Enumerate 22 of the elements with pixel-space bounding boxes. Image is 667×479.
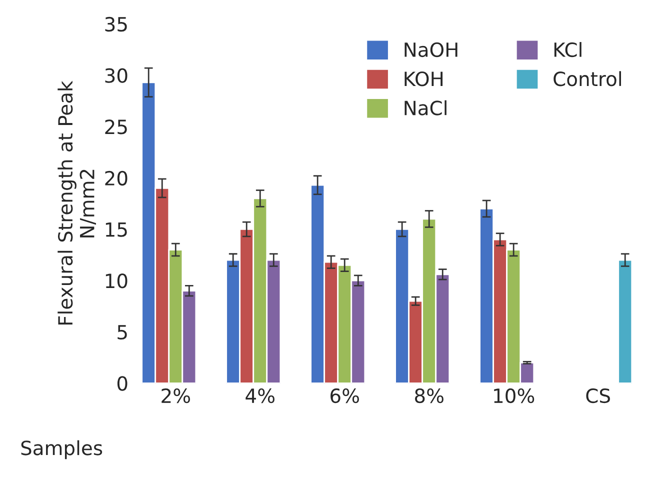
legend-label: KOH [404, 72, 443, 86]
y-tick-label: 10 [106, 274, 128, 288]
y-tick-label: 35 [105, 16, 127, 32]
y-tick-label: 20 [105, 170, 128, 186]
y-tick-label: 30 [105, 68, 128, 83]
y-axis-title: Flexural Strength at Peak N/mm2 [58, 80, 96, 325]
x-axis-title: Samples [21, 440, 102, 460]
legend-label: KCl [554, 42, 582, 58]
x-tick-label: 6% [330, 388, 359, 404]
bar [618, 259, 633, 384]
legend-label: Control [554, 71, 621, 86]
x-tick-label: 8% [415, 388, 444, 404]
y-tick-label: 5 [118, 325, 127, 340]
x-tick-label: 2% [162, 388, 190, 404]
x-tick-label: 10% [494, 388, 534, 404]
y-tick-label: 25 [105, 120, 127, 134]
x-tick-label: CS [586, 388, 610, 404]
legend-label: NaOH [404, 42, 458, 58]
y-tick-label: 0 [117, 376, 128, 391]
y-tick-label: 15 [106, 222, 127, 237]
x-tick-label: 4% [246, 388, 274, 404]
legend-label: NaCl [404, 100, 446, 116]
